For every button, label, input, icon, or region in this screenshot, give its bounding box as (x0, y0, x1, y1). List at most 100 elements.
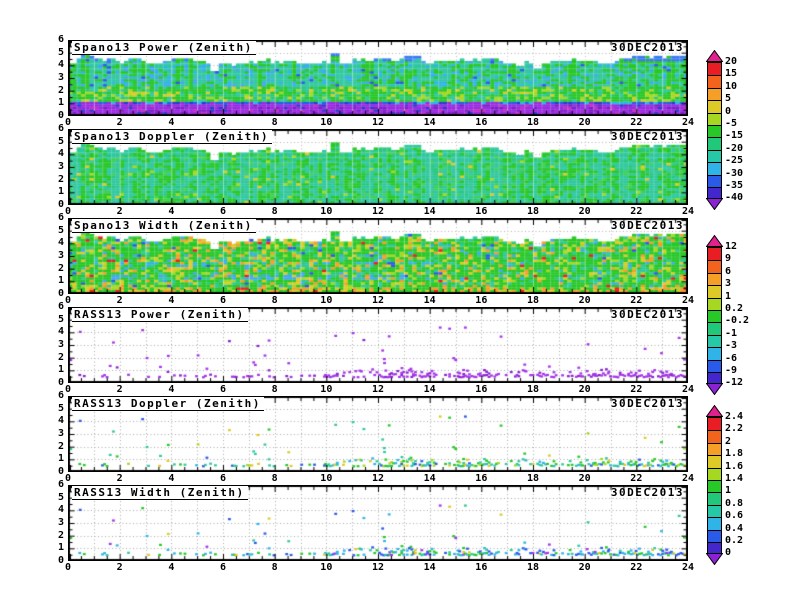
x-tick-label: 4 (168, 206, 175, 217)
colorbar-tick-label: -15 (725, 130, 744, 142)
x-tick-label: 8 (271, 206, 278, 217)
x-tick-label: 10 (320, 384, 333, 395)
y-tick-label: 6 (57, 34, 64, 45)
colorbar-segment (708, 479, 721, 493)
colorbar-segment (708, 492, 721, 505)
x-tick-label: 14 (423, 384, 436, 395)
y-tick-label: 3 (57, 250, 64, 261)
y-tick-label: 0 (57, 377, 64, 388)
x-tick-label: 6 (219, 384, 227, 395)
colorbar-segment (708, 248, 721, 261)
y-tick-label: 0 (57, 199, 64, 210)
y-tick-label: 6 (57, 301, 64, 312)
y-tick-label: 6 (57, 390, 64, 401)
x-tick-label: 20 (578, 117, 591, 128)
colorbar-tick-label: 5 (725, 93, 732, 105)
colorbar-segment (708, 359, 721, 372)
x-tick-label: 12 (371, 473, 385, 484)
panel-spano13-power: Spano13 Power (Zenith) 30DEC2013 0 1 2 3 4 5 6 0 2… (58, 35, 694, 128)
y-tick-label: 5 (57, 313, 64, 325)
y-tick-label: 0 (57, 288, 64, 299)
x-tick-label: 18 (526, 562, 540, 573)
colorbar-segment (708, 63, 721, 76)
x-tick-label: 0 (64, 562, 72, 573)
x-tick-label: 14 (423, 117, 436, 128)
colorbar-tick-label: 6 (725, 265, 732, 277)
y-tick-label: 3 (57, 339, 64, 350)
x-tick-label: 2 (116, 384, 123, 395)
colorbar-arrow-down-icon (706, 553, 723, 566)
x-tick-label: 20 (578, 206, 591, 217)
colorbar-tick-label: 2.2 (725, 423, 744, 435)
y-tick-label: 2 (57, 262, 64, 274)
x-tick-label: 2 (116, 206, 123, 217)
x-tick-label: 14 (423, 562, 436, 573)
y-tick-label: 2 (57, 529, 64, 541)
colorbar-tick-label: -12 (725, 377, 744, 389)
colorbar-segment (708, 455, 721, 468)
colorbar-tick-label: 20 (725, 56, 738, 67)
x-tick-label: 22 (630, 384, 643, 395)
colorbar-segment (708, 186, 721, 200)
panel-title: RASS13 Power (Zenith) (72, 308, 248, 322)
y-tick-label: 2 (57, 173, 64, 185)
x-tick-label: 2 (116, 295, 123, 306)
x-tick-label: 12 (371, 562, 385, 573)
colorbar-arrow-up-icon (706, 405, 723, 417)
x-tick-label: 8 (271, 384, 278, 395)
colorbar-segment (708, 347, 721, 360)
colorbar-tick-label: 2.4 (725, 411, 744, 422)
y-tick-label: 1 (57, 275, 64, 287)
colorbar-segment (708, 162, 721, 175)
x-tick-label: 0 (64, 206, 72, 217)
colorbar-segment (708, 124, 721, 138)
x-tick-label: 4 (168, 295, 175, 306)
panel-date: 30DEC2013 (610, 41, 684, 54)
x-tick-label: 20 (578, 473, 591, 484)
colorbar-tick-label: 1 (725, 290, 732, 302)
colorbar-segment (708, 174, 721, 187)
x-tick-label: 10 (320, 473, 333, 484)
x-tick-label: 10 (320, 562, 333, 573)
y-tick-label: 5 (57, 224, 64, 236)
y-tick-label: 6 (57, 479, 64, 490)
y-tick-label: 6 (57, 123, 64, 134)
y-tick-label: 1 (57, 542, 64, 554)
x-tick-label: 24 (681, 384, 695, 395)
x-tick-label: 0 (64, 384, 72, 395)
y-tick-label: 1 (57, 97, 64, 109)
y-tick-label: 3 (57, 72, 64, 83)
x-tick-label: 18 (526, 384, 540, 395)
colorbar-tick-label: -6 (725, 352, 738, 364)
y-tick-label: 5 (57, 402, 64, 414)
x-tick-label: 10 (320, 295, 333, 306)
y-tick-label: 5 (57, 46, 64, 58)
colorbar-segment (708, 541, 721, 555)
colorbar-segment (708, 112, 721, 125)
x-tick-label: 12 (371, 206, 385, 217)
colorbar-segment (708, 467, 721, 480)
y-tick-label: 3 (57, 428, 64, 439)
colorbar-arrow-down-icon (706, 198, 723, 211)
x-tick-label: 6 (219, 473, 227, 484)
x-tick-label: 8 (271, 562, 278, 573)
x-tick-label: 18 (526, 206, 540, 217)
colorbar-tick-label: 0.2 (725, 535, 744, 546)
x-tick-label: 0 (64, 117, 72, 128)
panel-date: 30DEC2013 (610, 308, 684, 321)
colorbar-tick-label: -40 (725, 192, 744, 204)
x-tick-label: 8 (271, 295, 278, 306)
panel-rass13-power: RASS13 Power (Zenith) 30DEC2013 0 1 2 3 4 5 6 0 2 4… (58, 302, 694, 395)
colorbar-tick-label: 1.4 (725, 473, 744, 484)
panel-title: Spano13 Power (Zenith) (72, 41, 256, 55)
colorbar-segment (708, 149, 721, 163)
x-tick-label: 8 (271, 117, 278, 128)
colorbar-arrow-down-icon (706, 383, 723, 396)
panel-spano13-doppler: Spano13 Doppler (Zenith) 30DEC2013 0 1 2 3 4 5 6… (58, 124, 694, 217)
x-tick-label: 8 (271, 473, 278, 484)
x-tick-label: 16 (475, 206, 488, 217)
y-tick-label: 6 (57, 212, 64, 223)
x-tick-label: 22 (630, 206, 643, 217)
colorbar-tick-label: -0.2 (725, 315, 750, 327)
